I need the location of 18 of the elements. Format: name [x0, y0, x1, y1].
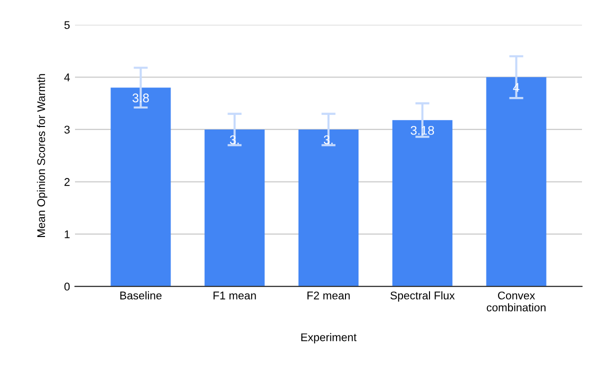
y-tick-label: 1 [64, 230, 70, 238]
bar [110, 88, 171, 286]
bar [486, 77, 546, 286]
bar [298, 129, 359, 286]
y-tick-label: 0 [64, 282, 70, 291]
y-tick-label: 4 [64, 74, 70, 82]
x-tick-label: Baseline [120, 291, 162, 300]
x-axis-title: Experiment [301, 333, 357, 344]
y-tick-label: 5 [64, 21, 70, 29]
bar [204, 129, 265, 286]
y-tick-label: 2 [64, 178, 70, 186]
y-axis-title: Mean Opinion Scores for Warmth [36, 74, 48, 237]
bar [392, 120, 452, 286]
y-tick-label: 3 [64, 126, 70, 134]
x-tick-label: Spectral Flux [390, 291, 455, 302]
x-tick-label: F2 mean [307, 292, 350, 300]
x-tick-label: F1 mean [214, 292, 256, 300]
x-tick-label: Convex combination [486, 292, 546, 312]
